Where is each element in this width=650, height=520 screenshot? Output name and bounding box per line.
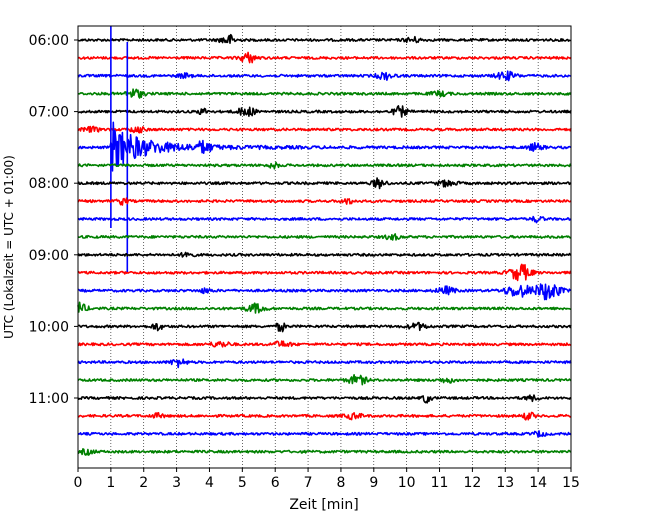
trace-1145 bbox=[77, 448, 572, 456]
trace-0730 bbox=[77, 121, 571, 172]
trace-0630 bbox=[77, 70, 572, 82]
grid-lines bbox=[110, 26, 539, 468]
seismic-traces bbox=[77, 26, 572, 456]
trace-0915 bbox=[77, 263, 572, 282]
x-tick-label: 12 bbox=[463, 475, 481, 491]
trace-0700 bbox=[77, 105, 572, 118]
x-tick-label: 4 bbox=[205, 475, 214, 491]
y-tick-label: 11:00 bbox=[29, 391, 69, 407]
y-tick-label: 08:00 bbox=[29, 176, 69, 192]
y-tick-label: 10:00 bbox=[29, 319, 69, 335]
y-tick-label: 09:00 bbox=[29, 248, 69, 264]
trace-1000 bbox=[77, 321, 572, 333]
x-tick-label: 15 bbox=[562, 475, 580, 491]
trace-0645 bbox=[78, 88, 572, 99]
x-tick-label: 1 bbox=[106, 475, 115, 491]
x-tick-label: 10 bbox=[398, 475, 416, 491]
trace-1115 bbox=[77, 411, 572, 421]
y-tick-label: 07:00 bbox=[29, 105, 69, 121]
y-axis-label: UTC (Lokalzeit = UTC + 01:00) bbox=[2, 155, 16, 339]
trace-0600 bbox=[77, 33, 571, 44]
y-tick-label: 06:00 bbox=[29, 33, 69, 49]
trace-1130 bbox=[77, 430, 572, 438]
trace-0715 bbox=[77, 125, 572, 134]
trace-0900 bbox=[77, 251, 572, 258]
x-tick-label: 13 bbox=[496, 475, 514, 491]
x-tick-label: 14 bbox=[529, 475, 547, 491]
x-tick-label: 2 bbox=[139, 475, 148, 491]
trace-0815 bbox=[77, 197, 572, 206]
trace-0800 bbox=[77, 177, 572, 190]
plot-frame bbox=[77, 25, 572, 469]
trace-0845 bbox=[77, 233, 572, 241]
x-tick-label: 0 bbox=[74, 475, 83, 491]
trace-1015 bbox=[77, 340, 572, 348]
trace-0930 bbox=[77, 283, 572, 301]
x-tick-label: 9 bbox=[369, 475, 378, 491]
x-axis-label: Zeit [min] bbox=[289, 497, 358, 513]
x-tick-label: 11 bbox=[431, 475, 449, 491]
y-axis: 06:00 07:00 08:00 09:00 10:00 11:00 bbox=[29, 33, 78, 407]
trace-0945 bbox=[77, 301, 572, 314]
x-tick-label: 7 bbox=[304, 475, 313, 491]
x-tick-label: 8 bbox=[336, 475, 345, 491]
trace-0745 bbox=[77, 161, 572, 170]
trace-1100 bbox=[77, 394, 572, 404]
x-axis: 0 1 2 3 4 5 6 7 8 9 10 11 12 13 14 15 bbox=[74, 468, 580, 491]
x-tick-label: 6 bbox=[271, 475, 280, 491]
trace-0830 bbox=[77, 215, 572, 224]
trace-0615 bbox=[77, 51, 572, 64]
x-tick-label: 3 bbox=[172, 475, 181, 491]
x-tick-label: 5 bbox=[238, 475, 247, 491]
trace-1045 bbox=[77, 374, 572, 386]
trace-1030 bbox=[77, 358, 572, 369]
